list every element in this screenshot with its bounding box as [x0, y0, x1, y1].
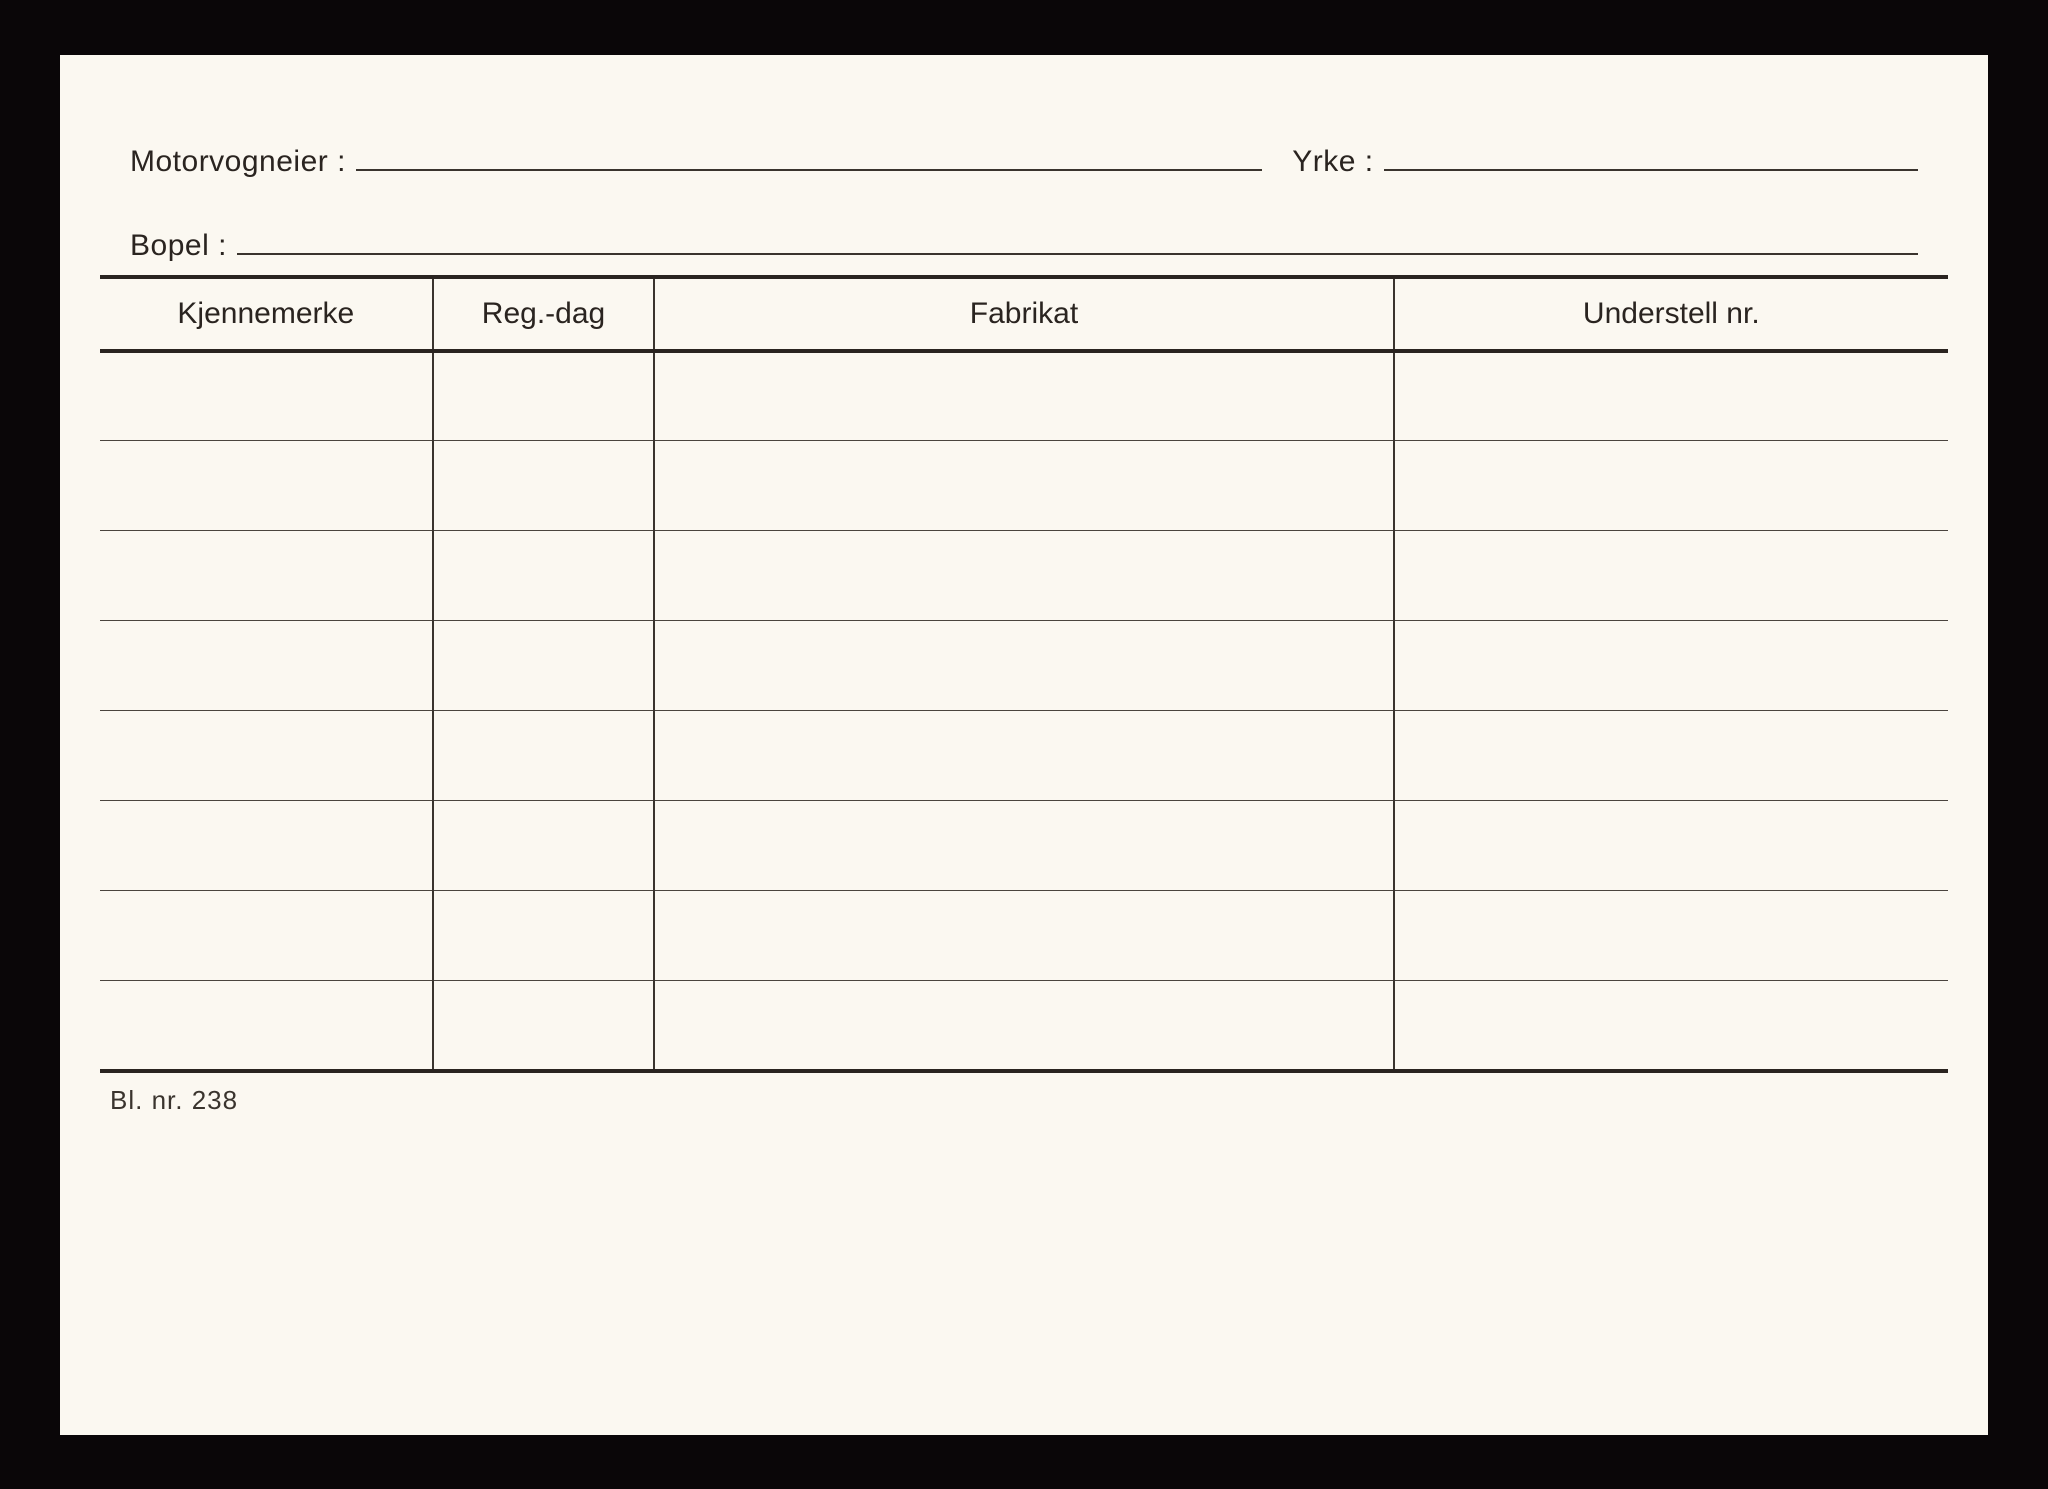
table-row [100, 351, 1948, 441]
cell-fabrikat [654, 981, 1393, 1071]
cell-understell [1394, 621, 1948, 711]
registration-card: Motorvogneier : Yrke : Bopel : Kjennemer… [60, 55, 1988, 1435]
table-row [100, 981, 1948, 1071]
cell-kjennemerke [100, 351, 433, 441]
owner-label: Motorvogneier : [130, 145, 346, 179]
col-header-kjennemerke: Kjennemerke [100, 277, 433, 351]
table-body [100, 351, 1948, 1071]
table-header-row: Kjennemerke Reg.-dag Fabrikat Understell… [100, 277, 1948, 351]
residence-row: Bopel : [100, 229, 1948, 263]
owner-field-group: Motorvogneier : [130, 145, 1292, 179]
cell-regdag [433, 711, 655, 801]
owner-occupation-row: Motorvogneier : Yrke : [100, 145, 1948, 179]
col-header-regdag: Reg.-dag [433, 277, 655, 351]
cell-regdag [433, 801, 655, 891]
cell-understell [1394, 801, 1948, 891]
cell-understell [1394, 531, 1948, 621]
cell-kjennemerke [100, 711, 433, 801]
cell-kjennemerke [100, 441, 433, 531]
occupation-label: Yrke : [1292, 145, 1373, 179]
table-row [100, 441, 1948, 531]
table-row [100, 801, 1948, 891]
cell-regdag [433, 621, 655, 711]
cell-fabrikat [654, 531, 1393, 621]
cell-fabrikat [654, 801, 1393, 891]
cell-regdag [433, 891, 655, 981]
residence-underline [237, 239, 1918, 255]
cell-regdag [433, 351, 655, 441]
cell-regdag [433, 981, 655, 1071]
owner-underline [356, 155, 1262, 171]
cell-regdag [433, 441, 655, 531]
cell-understell [1394, 981, 1948, 1071]
residence-label: Bopel : [130, 229, 227, 263]
cell-understell [1394, 351, 1948, 441]
cell-understell [1394, 891, 1948, 981]
cell-fabrikat [654, 441, 1393, 531]
col-header-fabrikat: Fabrikat [654, 277, 1393, 351]
cell-understell [1394, 711, 1948, 801]
vehicle-table: Kjennemerke Reg.-dag Fabrikat Understell… [100, 275, 1948, 1073]
occupation-field-group: Yrke : [1292, 145, 1918, 179]
occupation-underline [1384, 155, 1918, 171]
cell-kjennemerke [100, 981, 433, 1071]
cell-kjennemerke [100, 891, 433, 981]
table-row [100, 531, 1948, 621]
cell-regdag [433, 531, 655, 621]
table-row [100, 621, 1948, 711]
cell-kjennemerke [100, 621, 433, 711]
cell-kjennemerke [100, 801, 433, 891]
form-number: Bl. nr. 238 [100, 1073, 1948, 1116]
cell-fabrikat [654, 711, 1393, 801]
cell-fabrikat [654, 621, 1393, 711]
cell-understell [1394, 441, 1948, 531]
vehicle-table-container: Kjennemerke Reg.-dag Fabrikat Understell… [100, 275, 1948, 1073]
table-row [100, 891, 1948, 981]
table-row [100, 711, 1948, 801]
cell-fabrikat [654, 891, 1393, 981]
col-header-understell: Understell nr. [1394, 277, 1948, 351]
cell-fabrikat [654, 351, 1393, 441]
cell-kjennemerke [100, 531, 433, 621]
